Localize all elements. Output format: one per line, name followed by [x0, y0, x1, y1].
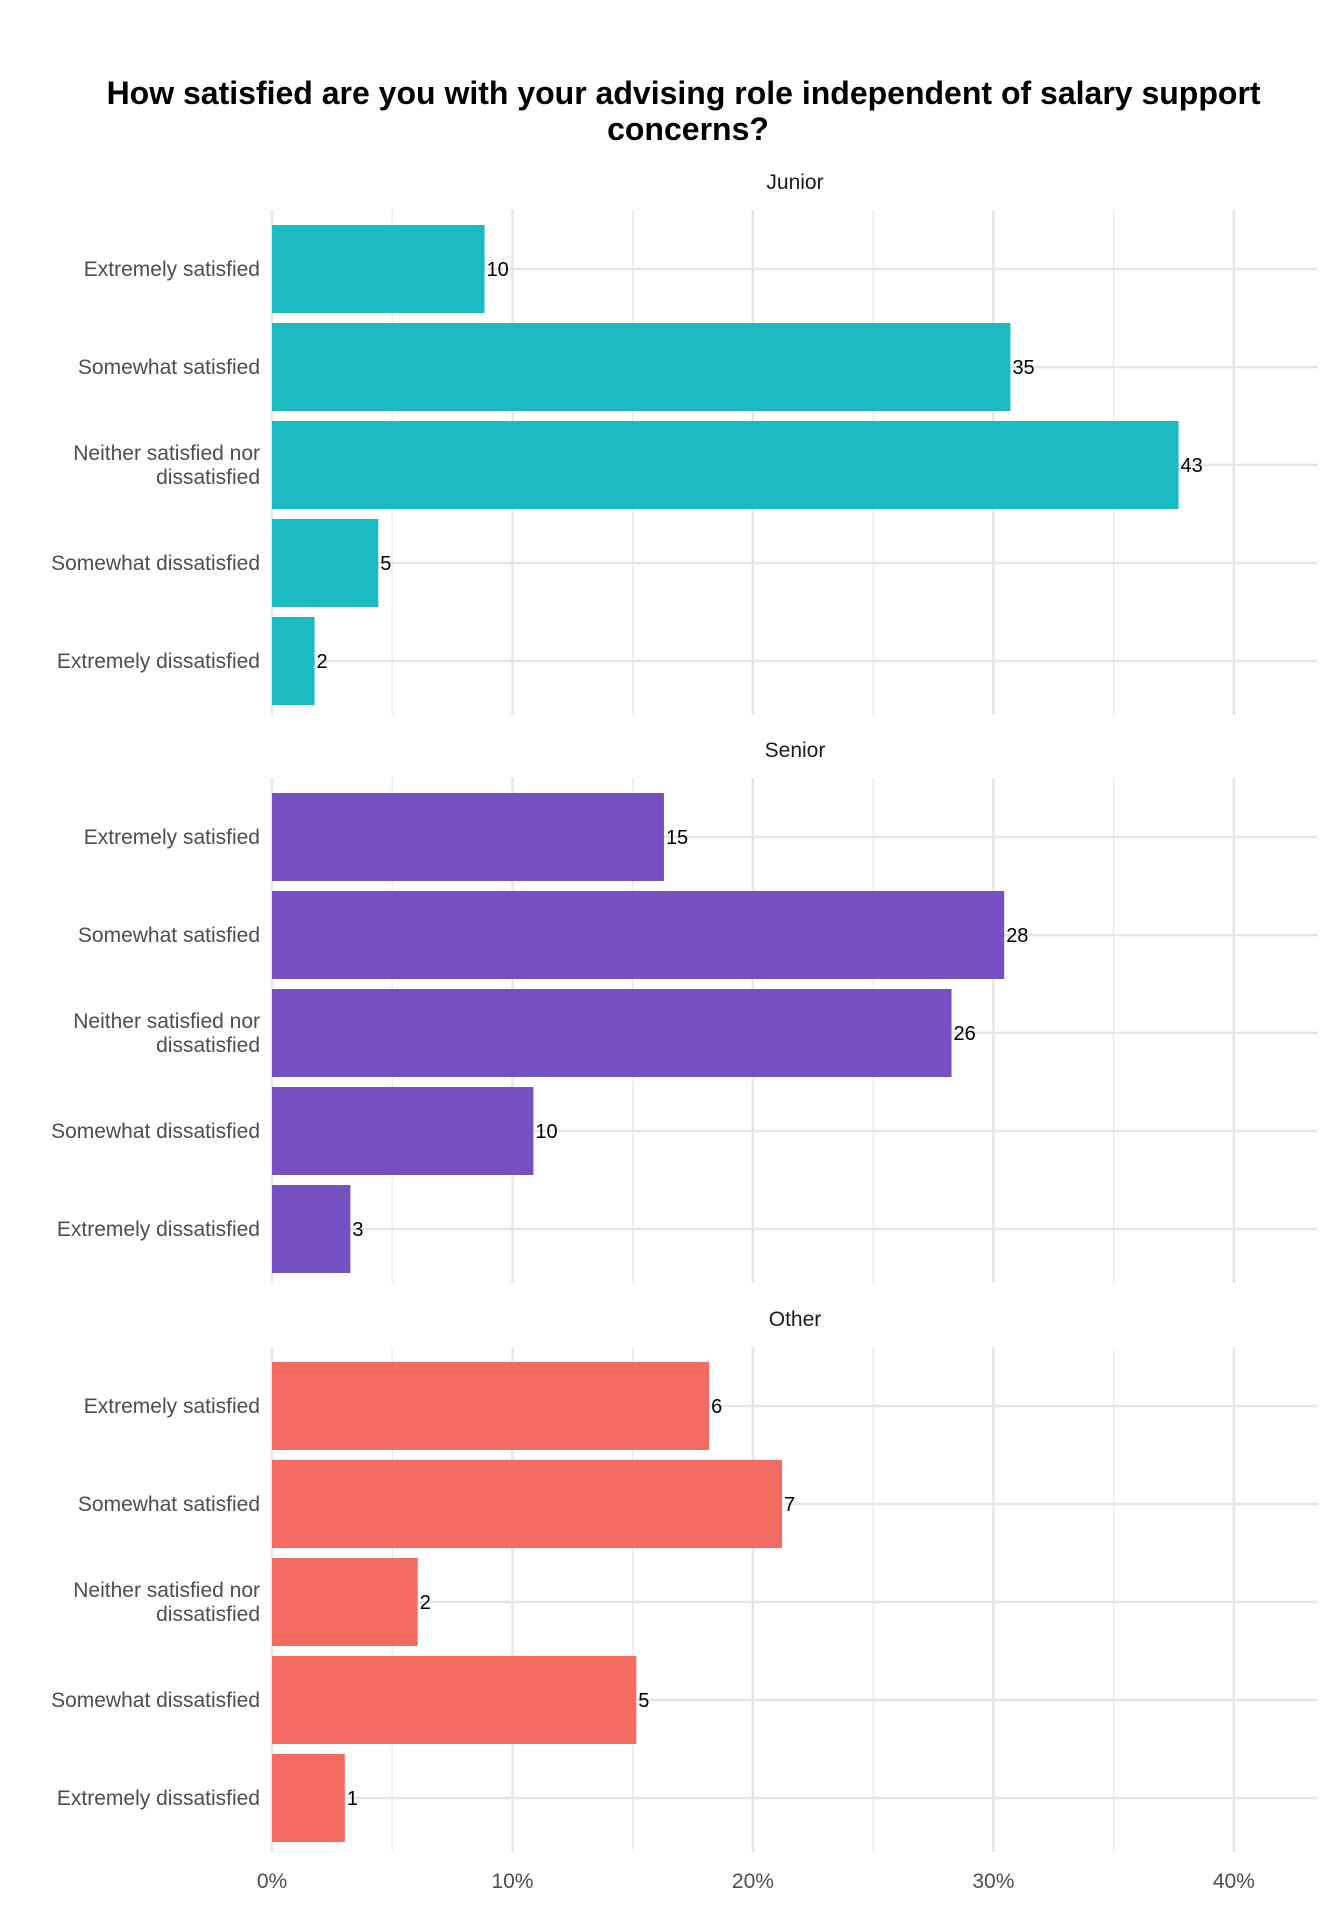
facet-panel-other: Other 6 Extremely satisfied 7 Somewhat satis… — [51, 1308, 1318, 1852]
bar-other-2 — [272, 1460, 783, 1548]
data-label: 5 — [638, 1690, 649, 1712]
category-label: Somewhat satisfied — [78, 924, 260, 947]
bar-senior-2 — [272, 891, 1005, 979]
x-tick-label: 0% — [257, 1870, 287, 1893]
x-tick-label: 10% — [491, 1870, 533, 1893]
x-tick-label: 30% — [972, 1870, 1014, 1893]
bar-senior-5 — [272, 1185, 351, 1273]
facet-strip-label: Other — [769, 1308, 822, 1331]
bar-junior-4 — [272, 519, 379, 607]
bar-junior-5 — [272, 617, 315, 705]
facet-panel-junior: Junior 10 Extremely satisfied 35 Somewhat sa… — [51, 171, 1318, 715]
x-tick-label: 20% — [732, 1870, 774, 1893]
data-label: 43 — [1181, 455, 1203, 477]
data-label: 1 — [347, 1788, 358, 1810]
bar-senior-1 — [272, 793, 664, 881]
bar-other-1 — [272, 1362, 710, 1450]
category-label: Extremely dissatisfied — [57, 1787, 260, 1810]
data-label: 10 — [535, 1121, 557, 1143]
data-label: 2 — [420, 1592, 431, 1614]
category-label: Somewhat satisfied — [78, 1493, 260, 1516]
category-label: Neither satisfied nor dissatisfied — [73, 442, 260, 489]
bar-other-3 — [272, 1558, 418, 1646]
x-axis: 0% 10% 20% 30% 40% — [257, 1870, 1255, 1893]
category-label: Neither satisfied nor dissatisfied — [73, 1579, 260, 1626]
bar-junior-2 — [272, 323, 1011, 411]
category-label: Somewhat dissatisfied — [51, 1120, 260, 1143]
chart-title-line-1: How satisfied are you with your advising… — [107, 75, 1261, 111]
data-label: 28 — [1006, 925, 1028, 947]
data-label: 15 — [666, 827, 688, 849]
bar-junior-1 — [272, 225, 485, 313]
x-tick-label: 40% — [1213, 1870, 1255, 1893]
data-label: 2 — [317, 651, 328, 673]
chart-title-line-2: concerns? — [607, 111, 769, 147]
category-label: Somewhat satisfied — [78, 356, 260, 379]
category-label: Somewhat dissatisfied — [51, 552, 260, 575]
category-label: Extremely dissatisfied — [57, 650, 260, 673]
data-label: 6 — [711, 1396, 722, 1418]
category-label: Neither satisfied nor dissatisfied — [73, 1010, 260, 1057]
data-label: 7 — [784, 1494, 795, 1516]
data-label: 35 — [1012, 357, 1034, 379]
bar-senior-4 — [272, 1087, 534, 1175]
bar-senior-3 — [272, 989, 952, 1077]
bar-other-5 — [272, 1754, 345, 1842]
facet-strip-label: Junior — [766, 171, 823, 194]
category-label: Extremely satisfied — [84, 258, 260, 281]
data-label: 10 — [487, 259, 509, 281]
data-label: 26 — [954, 1023, 976, 1045]
category-label: Extremely dissatisfied — [57, 1218, 260, 1241]
bar-junior-3 — [272, 421, 1179, 509]
category-label: Somewhat dissatisfied — [51, 1689, 260, 1712]
facet-strip-label: Senior — [765, 739, 826, 762]
data-label: 3 — [352, 1219, 363, 1241]
bar-other-4 — [272, 1656, 637, 1744]
facet-panel-senior: Senior 15 Extremely satisfied 28 Somewhat sa… — [51, 739, 1318, 1283]
chart-title: How satisfied are you with your advising… — [107, 75, 1270, 147]
data-label: 5 — [380, 553, 391, 575]
category-label: Extremely satisfied — [84, 1395, 260, 1418]
category-label: Extremely satisfied — [84, 826, 260, 849]
